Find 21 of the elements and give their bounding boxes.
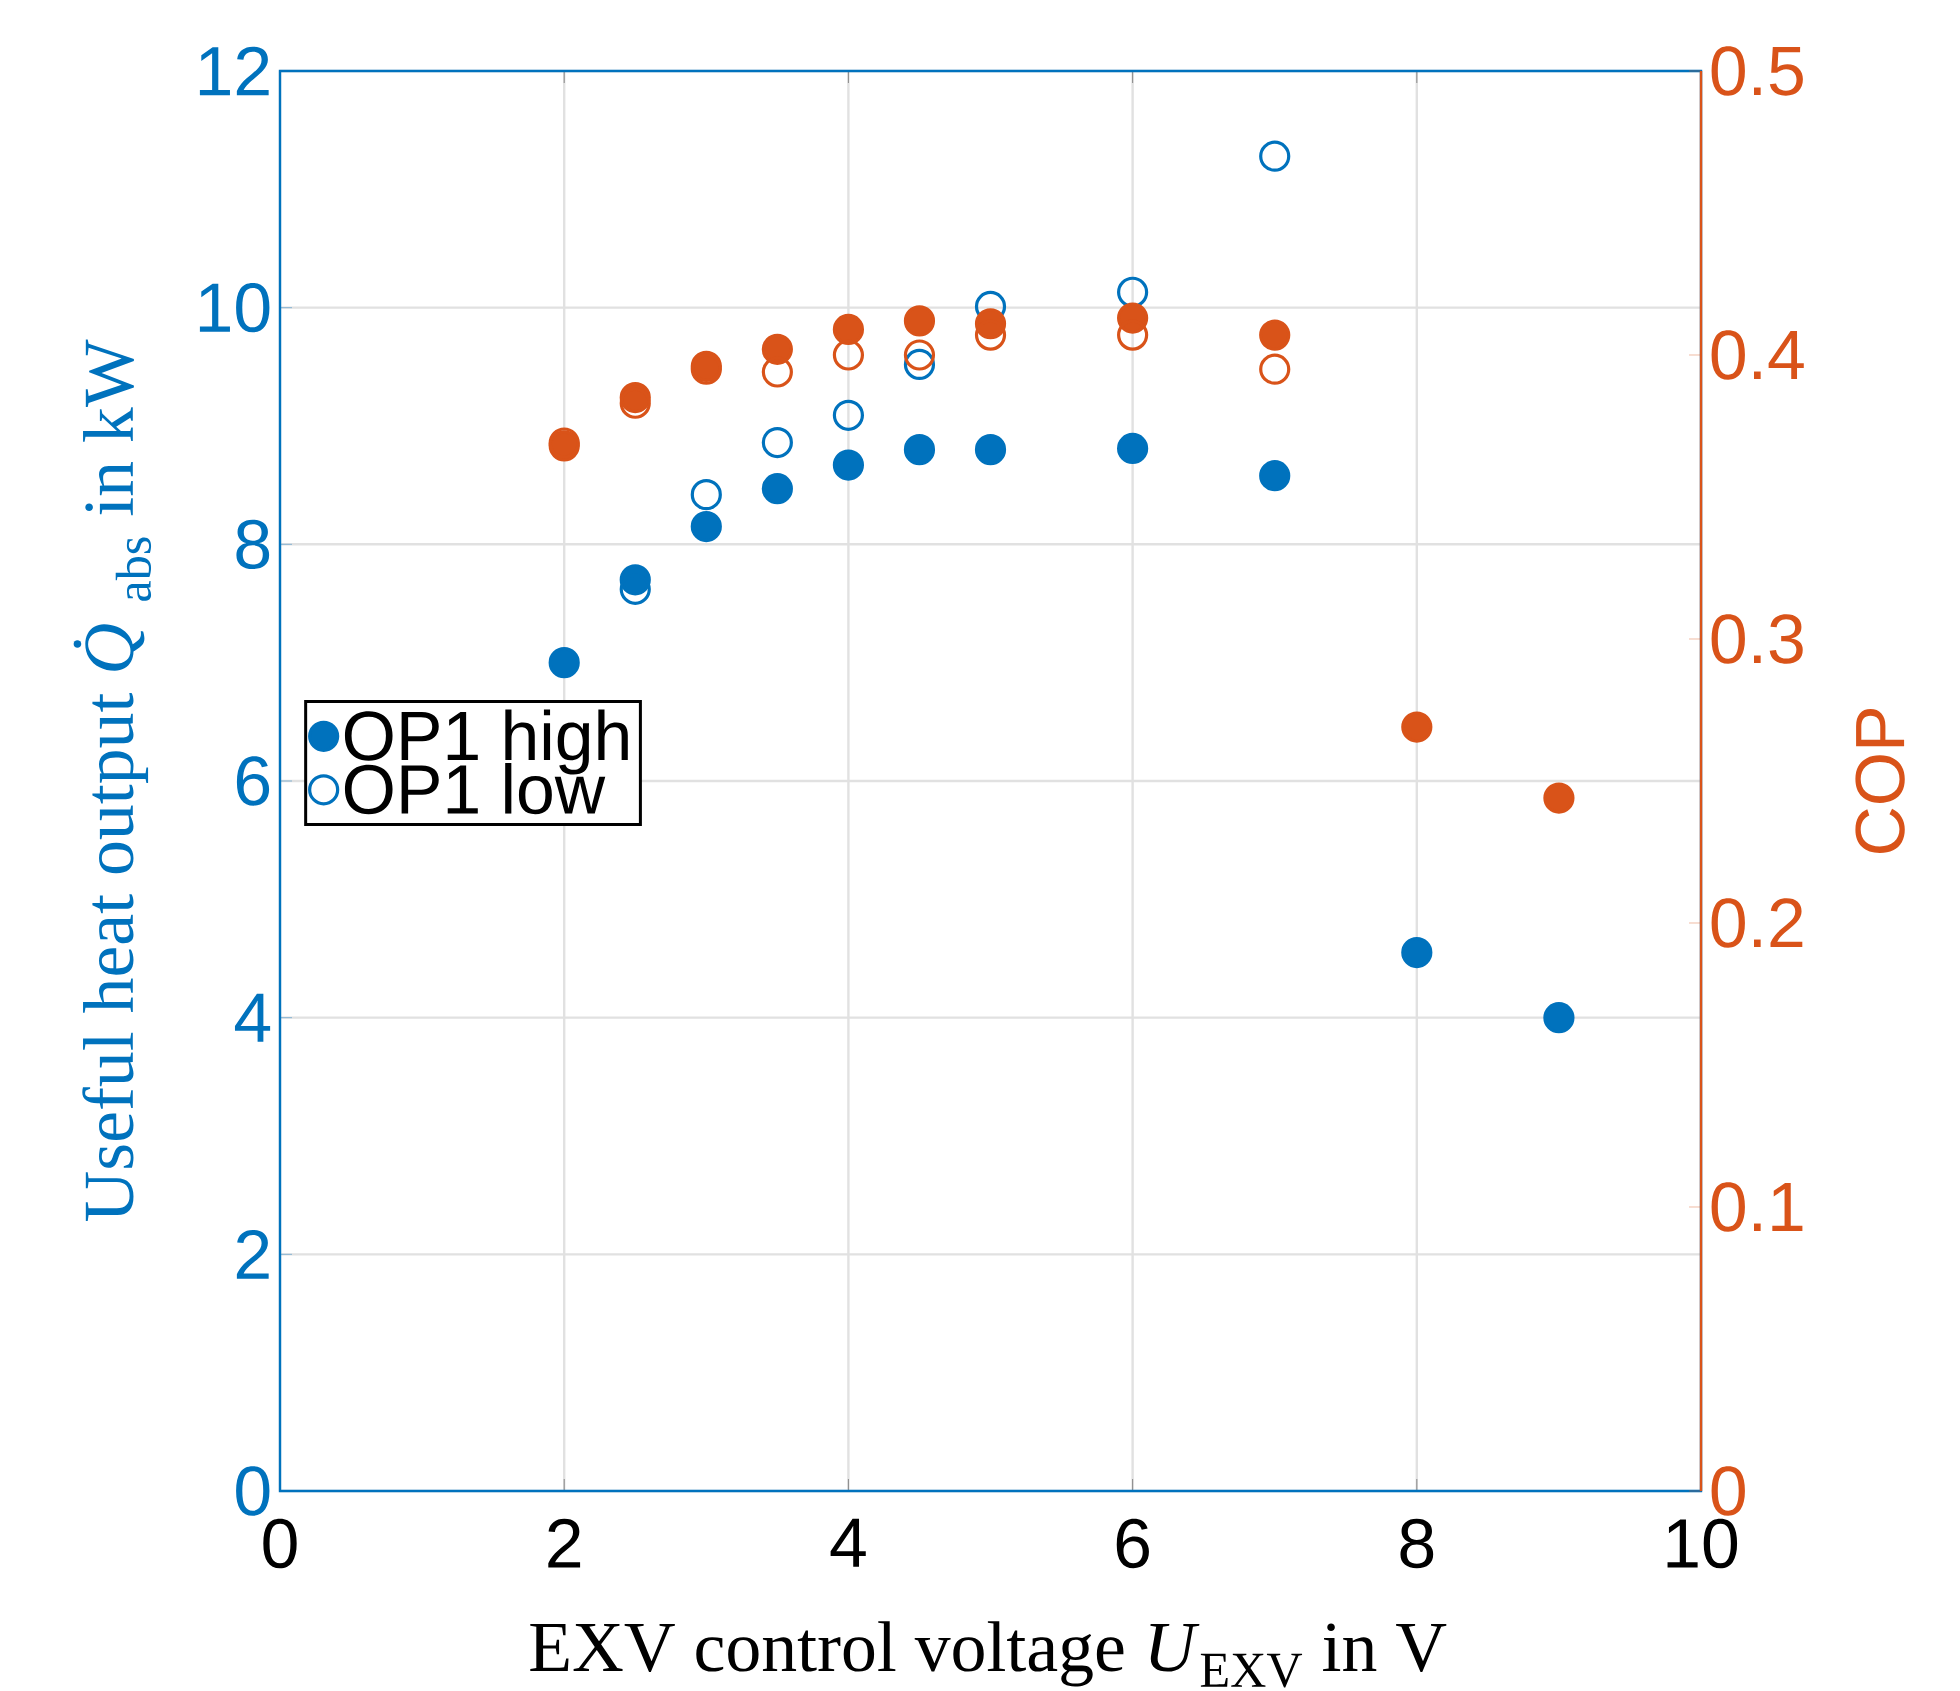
y-tick-label: 6 — [236, 756, 270, 806]
y2-axis-title: COP — [1855, 709, 1905, 854]
y2-tick-label: 0 — [1711, 1466, 1745, 1516]
y-tick-label: 4 — [234, 993, 271, 1042]
y2-tick-label: 0.3 — [1711, 614, 1803, 664]
x-tick-label: 4 — [830, 1518, 866, 1567]
y-tick-label: 8 — [236, 519, 270, 570]
y2-tick-label: 0.5 — [1711, 46, 1803, 96]
y2-tick-label: 0.1 — [1711, 1182, 1803, 1232]
x-tick-label: 10 — [1667, 1518, 1738, 1569]
y-tick-label: 2 — [236, 1229, 269, 1279]
x-axis-title: EXV control voltage U$_{EXV}$ in V — [530, 1621, 1447, 1688]
y-tick-label: 10 — [199, 282, 270, 333]
x-tick-label: 8 — [1400, 1518, 1434, 1569]
y-tick-label: 0 — [236, 1466, 270, 1516]
y-tick-label: 12 — [199, 46, 269, 96]
x-tick-label: 2 — [548, 1518, 581, 1568]
x-tick-label: 6 — [1116, 1518, 1149, 1569]
y2-tick-label: 0.2 — [1711, 898, 1803, 948]
y-axis-title: Useful heat output Q̇$_{abs}$ in kW — [73, 339, 152, 1222]
y2-tick-label: 0.4 — [1711, 330, 1804, 380]
